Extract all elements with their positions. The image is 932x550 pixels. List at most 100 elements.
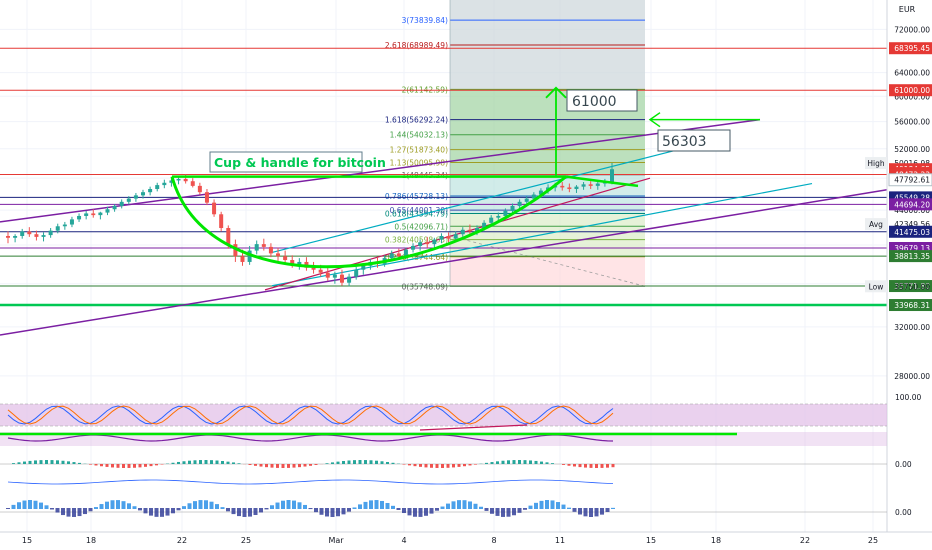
candle-body xyxy=(538,190,543,195)
candle-body xyxy=(389,253,394,259)
candle-body xyxy=(69,219,74,225)
price-tag-bg xyxy=(889,225,932,238)
wave-bar xyxy=(297,502,302,509)
wave-bar xyxy=(187,503,192,509)
price-tick-label: 64000.00 xyxy=(894,69,930,78)
price-tag-bg xyxy=(889,198,932,211)
wave-bar xyxy=(44,505,49,509)
macd-histogram-bar xyxy=(540,461,543,464)
macd-histogram-bar xyxy=(435,464,439,468)
candle-body xyxy=(318,269,323,273)
target-box-56303 xyxy=(657,129,731,152)
wave-bar xyxy=(66,508,71,517)
wave-bar xyxy=(352,507,357,509)
macd-histogram-bar xyxy=(232,462,235,464)
candle-body xyxy=(148,189,153,193)
candle-body xyxy=(432,239,437,245)
macd-histogram-bar xyxy=(182,461,186,464)
macd-histogram-bar xyxy=(39,460,43,464)
candle-body xyxy=(517,201,522,206)
candle-body xyxy=(6,235,10,238)
candle-body xyxy=(467,229,472,232)
candle-body xyxy=(62,224,67,227)
macd-histogram-bar xyxy=(177,461,180,464)
price-tag: 47792.61 xyxy=(894,176,930,185)
candle-body xyxy=(91,213,96,216)
fib-level-label: 0.618(43594.79) xyxy=(385,209,448,218)
macd-histogram-bar xyxy=(210,460,213,464)
oscillators: 100.00 0.00 0.00 xyxy=(0,393,921,517)
macd-histogram-bar xyxy=(611,464,615,468)
macd-histogram-bar xyxy=(34,460,37,464)
macd-histogram-bar xyxy=(56,460,59,464)
macd-histogram-bar xyxy=(265,464,268,468)
wave-bar xyxy=(567,507,571,509)
candle-body xyxy=(219,214,224,229)
wave-bar xyxy=(484,508,489,511)
candle-body xyxy=(261,244,266,247)
macd-histogram-bar xyxy=(309,464,312,466)
magenta-support xyxy=(264,177,651,291)
target-box-61000-text: 61000 xyxy=(572,94,617,110)
candle-body xyxy=(496,215,501,218)
macd-histogram-bar xyxy=(358,460,362,464)
wave-bar xyxy=(231,508,236,515)
fib-level-label: 1.44(54032.13) xyxy=(390,131,448,140)
candle-body xyxy=(126,198,131,202)
price-tag-bg xyxy=(889,42,932,55)
candle-body xyxy=(105,209,110,213)
macd-histogram-bar xyxy=(567,464,571,466)
candle-body xyxy=(84,213,89,216)
candle-body xyxy=(119,201,124,206)
macd-histogram-bar xyxy=(441,464,444,468)
price-tick-label: 72000.00 xyxy=(894,25,930,34)
wave-bar xyxy=(303,504,307,509)
grid xyxy=(0,0,887,532)
wave-bar xyxy=(83,508,87,515)
price-tag-prefix: Low xyxy=(869,282,884,291)
wave-bar xyxy=(578,508,582,515)
wave-bar xyxy=(363,501,368,509)
candle-body xyxy=(141,192,146,196)
candle-body xyxy=(411,245,416,250)
candle-body xyxy=(531,194,536,199)
candle-body xyxy=(34,234,39,237)
wave-bar xyxy=(451,501,456,509)
wave-bar xyxy=(446,503,450,509)
macd-histogram-bar xyxy=(199,460,202,464)
trend-channels xyxy=(0,118,888,336)
macd-histogram-bar xyxy=(523,460,527,464)
candle-body xyxy=(524,198,529,202)
wave-bar xyxy=(600,508,604,515)
price-tick-label: 60000.00 xyxy=(894,92,930,101)
macd-histogram-bar xyxy=(325,463,329,464)
macd-histogram-bar xyxy=(430,464,433,468)
price-tick-label: 56000.00 xyxy=(894,118,930,127)
candle-body xyxy=(190,181,195,186)
price-tag: 35771.80 xyxy=(894,282,930,291)
wave-bar xyxy=(495,508,500,516)
wave-bar xyxy=(11,504,16,509)
fib-level-label: 0.65(44001.30) xyxy=(390,206,448,215)
candle-body xyxy=(610,169,614,182)
wave-bar xyxy=(336,508,340,517)
candle-body xyxy=(133,195,138,199)
macd-histogram-bar xyxy=(204,460,208,464)
wave-bar xyxy=(501,508,505,517)
wave-bar xyxy=(88,508,93,512)
fib-level-label: 0.5(42096.71) xyxy=(394,222,448,231)
time-tick-label: 22 xyxy=(177,536,187,545)
macd-histogram-bar xyxy=(215,460,219,464)
macd-histogram-bar xyxy=(23,461,26,464)
price-tag: 33968.31 xyxy=(894,301,930,310)
macd-signal-line xyxy=(7,479,614,485)
wave-bar xyxy=(253,508,258,516)
macd-histogram-bar xyxy=(248,464,252,466)
macd-histogram-bar xyxy=(61,460,65,464)
macd-histogram-bar xyxy=(468,464,472,466)
wave-bar xyxy=(325,508,329,517)
wave-bar xyxy=(22,500,27,509)
macd-histogram-bar xyxy=(386,461,389,464)
candle-body xyxy=(581,184,586,187)
